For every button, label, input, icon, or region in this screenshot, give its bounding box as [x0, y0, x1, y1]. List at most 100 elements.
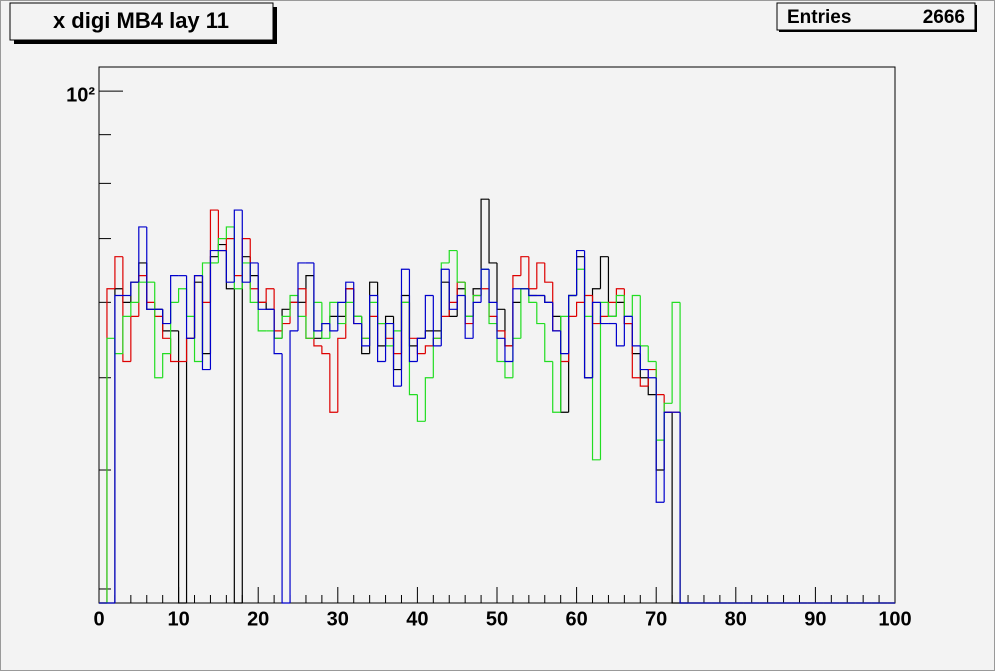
histogram-bin: [679, 412, 689, 604]
histogram-bin: [424, 294, 434, 339]
histogram-bin: [122, 256, 131, 363]
histogram-bin: [631, 316, 641, 347]
x-tick-label: 30: [327, 608, 349, 630]
histogram-bin: [591, 301, 601, 378]
histogram-bin: [289, 330, 298, 603]
histogram-bin: [178, 330, 187, 604]
histogram-bin: [448, 249, 458, 263]
histogram-bin: [321, 302, 330, 339]
histogram-bin: [615, 294, 625, 317]
histogram-bin: [512, 288, 521, 362]
histogram-bin: [321, 322, 330, 331]
histogram-bin: [568, 294, 577, 354]
y-tick-label: 10²: [66, 84, 95, 106]
histogram-bin: [408, 269, 418, 363]
histogram-bin: [647, 345, 657, 363]
histogram-bin: [536, 262, 545, 289]
histogram-bin: [241, 210, 251, 283]
x-tick-label: 20: [247, 608, 269, 630]
histogram-bin: [146, 226, 155, 310]
title-box: [9, 2, 274, 41]
histogram-bin: [464, 295, 474, 339]
histogram-bin: [623, 315, 633, 346]
histogram-bin: [647, 369, 657, 379]
histogram-bin: [639, 377, 649, 387]
histogram-bin: [289, 294, 298, 317]
histogram-bin: [249, 262, 259, 283]
histogram-bin: [201, 275, 211, 371]
histogram-bin: [297, 262, 306, 331]
histogram-bin: [655, 377, 665, 503]
histogram-bin: [313, 338, 322, 347]
histogram-bin: [520, 256, 529, 276]
x-tick-label: 60: [565, 608, 587, 630]
x-tick-label: 100: [878, 608, 911, 630]
histogram-bin: [209, 249, 219, 370]
histogram-bin: [369, 294, 378, 346]
histogram-bin: [178, 288, 187, 303]
histogram-bin: [424, 345, 434, 354]
histogram-bin: [552, 361, 561, 413]
histogram-bin: [480, 268, 490, 303]
histogram-bin: [488, 199, 497, 264]
histogram-bin: [544, 295, 553, 303]
histogram-bin: [416, 337, 426, 362]
x-tick-label: 90: [804, 608, 826, 630]
histogram-bin: [377, 295, 386, 363]
histogram-bin: [488, 269, 497, 303]
histogram-bin: [305, 316, 314, 339]
x-tick-label: 80: [725, 608, 747, 630]
histogram-bin: [583, 250, 593, 379]
histogram-bin: [392, 323, 402, 387]
stats-label: Entries: [787, 7, 851, 28]
histogram-bin: [257, 262, 267, 310]
chart-title: x digi MB4 lay 11: [53, 8, 229, 33]
histogram-bin: [472, 301, 482, 339]
histogram-bin: [329, 323, 338, 332]
histogram-bin: [671, 301, 681, 404]
histogram-bin: [631, 294, 641, 317]
histogram-bin: [313, 262, 322, 332]
histogram-bin: [345, 281, 354, 303]
histogram-bin: [281, 353, 291, 604]
histogram-bin: [122, 315, 131, 354]
histogram-bin: [353, 282, 362, 325]
histogram-bin: [440, 268, 450, 346]
histogram-bin: [576, 249, 585, 296]
histogram-bin: [599, 256, 609, 289]
histogram-bin: [162, 353, 171, 378]
stats-value: 2666: [923, 7, 965, 28]
histogram-bin: [321, 345, 330, 355]
histogram-bin: [536, 302, 545, 325]
histogram-bin: [162, 309, 171, 325]
histogram-bin: [130, 301, 139, 317]
histogram-bin: [671, 412, 681, 604]
histogram-bin: [544, 323, 553, 363]
histogram-bin: [528, 288, 537, 297]
histogram-bin: [193, 275, 203, 339]
histogram-bin: [265, 288, 275, 303]
histogram-bin: [114, 256, 123, 289]
histogram-bin: [456, 294, 466, 310]
histogram-bin: [448, 269, 458, 310]
histogram-bin: [496, 302, 505, 339]
histogram-bin: [130, 281, 139, 296]
histogram-bin: [504, 338, 513, 363]
histogram-bin: [337, 301, 346, 331]
histogram-bin: [504, 361, 513, 379]
histogram-bin: [384, 322, 394, 362]
histogram-bin: [225, 250, 235, 283]
histogram-bin: [257, 302, 267, 332]
histogram-bin: [615, 323, 625, 347]
histogram-bin: [560, 315, 569, 413]
histogram-bin: [560, 330, 569, 355]
histogram-bin: [552, 302, 561, 332]
x-tick-label: 70: [645, 608, 667, 630]
histogram-bin: [416, 394, 426, 422]
histogram-bin: [480, 198, 490, 289]
x-tick-label: 10: [167, 608, 189, 630]
stats-box: [776, 2, 976, 31]
histogram-bin: [114, 294, 123, 603]
histogram-bin: [225, 226, 235, 239]
